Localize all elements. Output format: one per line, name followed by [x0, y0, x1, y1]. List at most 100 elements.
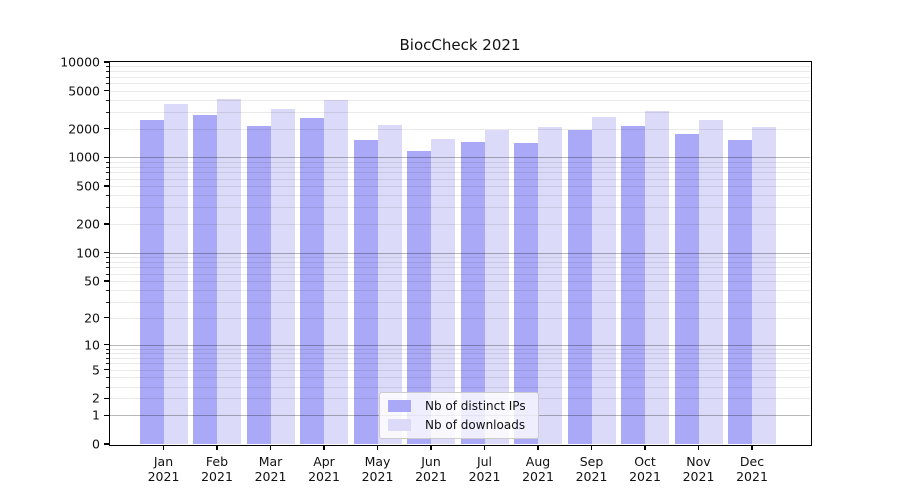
bar-feb-downloads	[217, 98, 241, 444]
y-tick-200	[103, 223, 109, 225]
y-tick-500	[103, 185, 109, 187]
gridline-minor-7000	[110, 76, 810, 78]
y-tick-1000	[103, 156, 109, 159]
y-tick-minor-8	[106, 352, 109, 354]
x-tick-label-apr: Apr 2021	[292, 454, 356, 484]
bar-jul-downloads	[484, 129, 509, 444]
y-tick-minor-60	[106, 273, 109, 275]
legend-item-downloads: Nb of downloads	[388, 418, 526, 432]
x-tick-nov	[697, 445, 700, 450]
x-label-month: Jul	[476, 454, 493, 469]
y-tick-label-500: 500	[76, 178, 100, 194]
y-tick-minor-3	[106, 386, 109, 388]
bar-sep-distinct-ips	[567, 129, 592, 444]
x-tick-label-sep: Sep 2021	[560, 454, 624, 484]
y-tick-label-0: 0	[92, 436, 100, 452]
bar-apr-distinct-ips	[300, 117, 324, 444]
legend-item-distinct-ips: Nb of distinct IPs	[388, 399, 526, 413]
gridline-minor-8000	[110, 71, 810, 73]
gridline-major-100	[110, 252, 810, 254]
gridline-major-1000	[110, 157, 810, 159]
y-tick-label-20: 20	[84, 310, 100, 326]
x-tick-dec	[751, 445, 753, 450]
y-tick-label-200: 200	[76, 216, 100, 232]
y-tick-minor-9000	[106, 66, 109, 68]
x-label-year: 2021	[522, 469, 554, 484]
x-label-year: 2021	[361, 469, 394, 484]
y-tick-label-1: 1	[92, 407, 100, 423]
bar-aug-downloads	[538, 126, 562, 444]
bar-sep-downloads	[591, 117, 616, 444]
x-label-year: 2021	[415, 469, 447, 484]
y-tick-minor-4000	[106, 99, 109, 101]
legend-swatch-distinct-ips	[388, 400, 411, 412]
x-label-month: May	[364, 454, 391, 469]
y-tick-label-10000: 10000	[60, 54, 100, 70]
x-label-year: 2021	[147, 469, 180, 484]
x-label-month: Jan	[153, 454, 174, 469]
y-tick-minor-6000	[106, 83, 109, 85]
y-tick-50	[103, 280, 109, 282]
y-tick-minor-80	[106, 261, 109, 263]
y-tick-2	[103, 397, 109, 400]
bar-feb-distinct-ips	[193, 114, 217, 444]
x-tick-label-may: May 2021	[346, 454, 410, 484]
x-tick-label-dec: Dec 2021	[720, 454, 784, 484]
y-tick-10	[103, 343, 109, 346]
x-tick-label-jun: Jun 2021	[399, 454, 463, 484]
y-tick-100	[103, 251, 109, 254]
bar-nov-distinct-ips	[674, 133, 699, 444]
x-label-year: 2021	[308, 469, 340, 484]
bar-oct-downloads	[645, 110, 669, 444]
x-tick-label-jan: Jan 2021	[132, 454, 196, 484]
gridline-minor-20	[110, 317, 810, 319]
x-tick-label-feb: Feb 2021	[185, 454, 249, 484]
gridline-minor-900	[110, 161, 810, 163]
y-tick-label-10: 10	[84, 337, 100, 353]
x-label-month: Nov	[686, 454, 711, 469]
y-tick-minor-900	[106, 161, 109, 163]
gridline-minor-3000	[110, 111, 810, 113]
bar-dec-distinct-ips	[728, 139, 752, 444]
x-label-year: 2021	[468, 469, 501, 484]
y-tick-minor-8000	[106, 71, 109, 73]
gridline-minor-200	[110, 224, 810, 226]
y-tick-minor-7000	[106, 76, 109, 78]
y-tick-0	[103, 443, 109, 445]
x-label-year: 2021	[629, 469, 661, 484]
gridline-minor-9	[110, 348, 810, 350]
y-tick-label-5000: 5000	[68, 83, 100, 99]
x-tick-jul	[483, 445, 486, 450]
y-tick-minor-9	[106, 348, 109, 350]
y-tick-20	[103, 316, 109, 319]
y-tick-minor-4	[106, 377, 109, 379]
gridline-major-10	[110, 344, 810, 346]
bar-nov-downloads	[698, 120, 723, 444]
gridline-minor-2000	[110, 128, 810, 130]
y-tick-minor-700	[106, 172, 109, 174]
y-tick-label-5: 5	[92, 362, 100, 378]
gridline-minor-400	[110, 195, 810, 197]
y-tick-minor-6	[106, 363, 109, 365]
gridline-minor-5	[110, 369, 810, 371]
y-tick-minor-300	[106, 207, 109, 209]
y-tick-label-2000: 2000	[68, 121, 100, 137]
gridline-minor-300	[110, 207, 810, 209]
gridline-minor-50	[110, 280, 810, 282]
y-tick-label-1000: 1000	[68, 149, 100, 165]
gridline-minor-40	[110, 289, 810, 291]
gridline-minor-600	[110, 178, 810, 180]
gridline-minor-800	[110, 166, 810, 168]
bar-mar-distinct-ips	[246, 125, 271, 444]
gridline-minor-6	[110, 363, 810, 365]
gridline-minor-4000	[110, 99, 810, 101]
x-label-year: 2021	[575, 469, 608, 484]
bar-jan-downloads	[163, 103, 188, 444]
x-tick-apr	[323, 445, 325, 450]
legend-label-distinct-ips: Nb of distinct IPs	[425, 399, 526, 413]
gridline-minor-80	[110, 261, 810, 263]
gridline-minor-8	[110, 352, 810, 354]
y-tick-1	[103, 414, 109, 416]
x-tick-label-jul: Jul 2021	[453, 454, 517, 484]
